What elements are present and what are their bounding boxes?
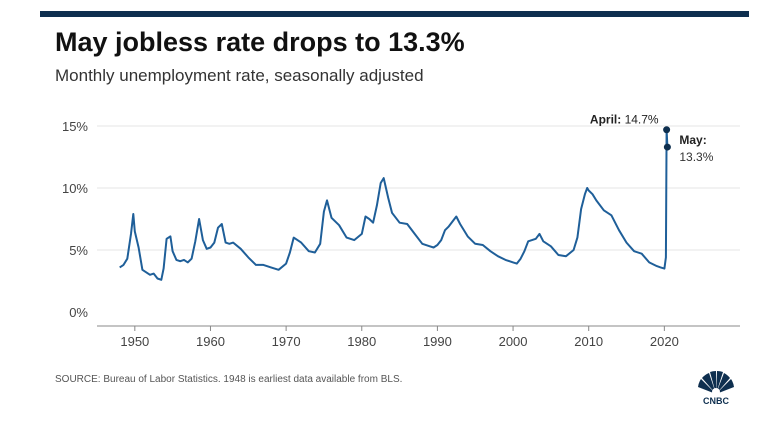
- x-tick-label-1970: 1970: [272, 334, 301, 349]
- x-tick-label-2020: 2020: [650, 334, 679, 349]
- april-annotation-value: 14.7%: [625, 113, 659, 127]
- y-tick-label-0: 0%: [69, 305, 88, 320]
- may-annotation-label: May:: [679, 133, 706, 147]
- x-tick-label-1950: 1950: [120, 334, 149, 349]
- april-annotation: April: 14.7%: [590, 113, 659, 127]
- x-tick-label-1990: 1990: [423, 334, 452, 349]
- logo-text: CNBC: [703, 396, 729, 406]
- april-annotation-label: April:: [590, 113, 625, 127]
- may-marker: [663, 143, 671, 151]
- cnbc-peacock-logo: CNBC: [698, 370, 734, 406]
- x-tick-label-1980: 1980: [347, 334, 376, 349]
- may-annotation-value: 13.3%: [679, 150, 713, 164]
- x-tick-label-1960: 1960: [196, 334, 225, 349]
- y-tick-label-5: 5%: [69, 243, 88, 258]
- y-tick-label-10: 10%: [62, 181, 88, 196]
- source-note: SOURCE: Bureau of Labor Statistics. 1948…: [55, 374, 403, 385]
- series-line-0: [119, 128, 669, 281]
- april-marker: [663, 126, 671, 134]
- chart-subtitle: Monthly unemployment rate, seasonally ad…: [55, 66, 424, 85]
- x-tick-label-2010: 2010: [574, 334, 603, 349]
- top-rule: [40, 11, 749, 17]
- chart-title: May jobless rate drops to 13.3%: [55, 27, 465, 57]
- y-tick-label-15: 15%: [62, 119, 88, 134]
- peacock-feathers: [698, 370, 734, 396]
- x-tick-label-2000: 2000: [499, 334, 528, 349]
